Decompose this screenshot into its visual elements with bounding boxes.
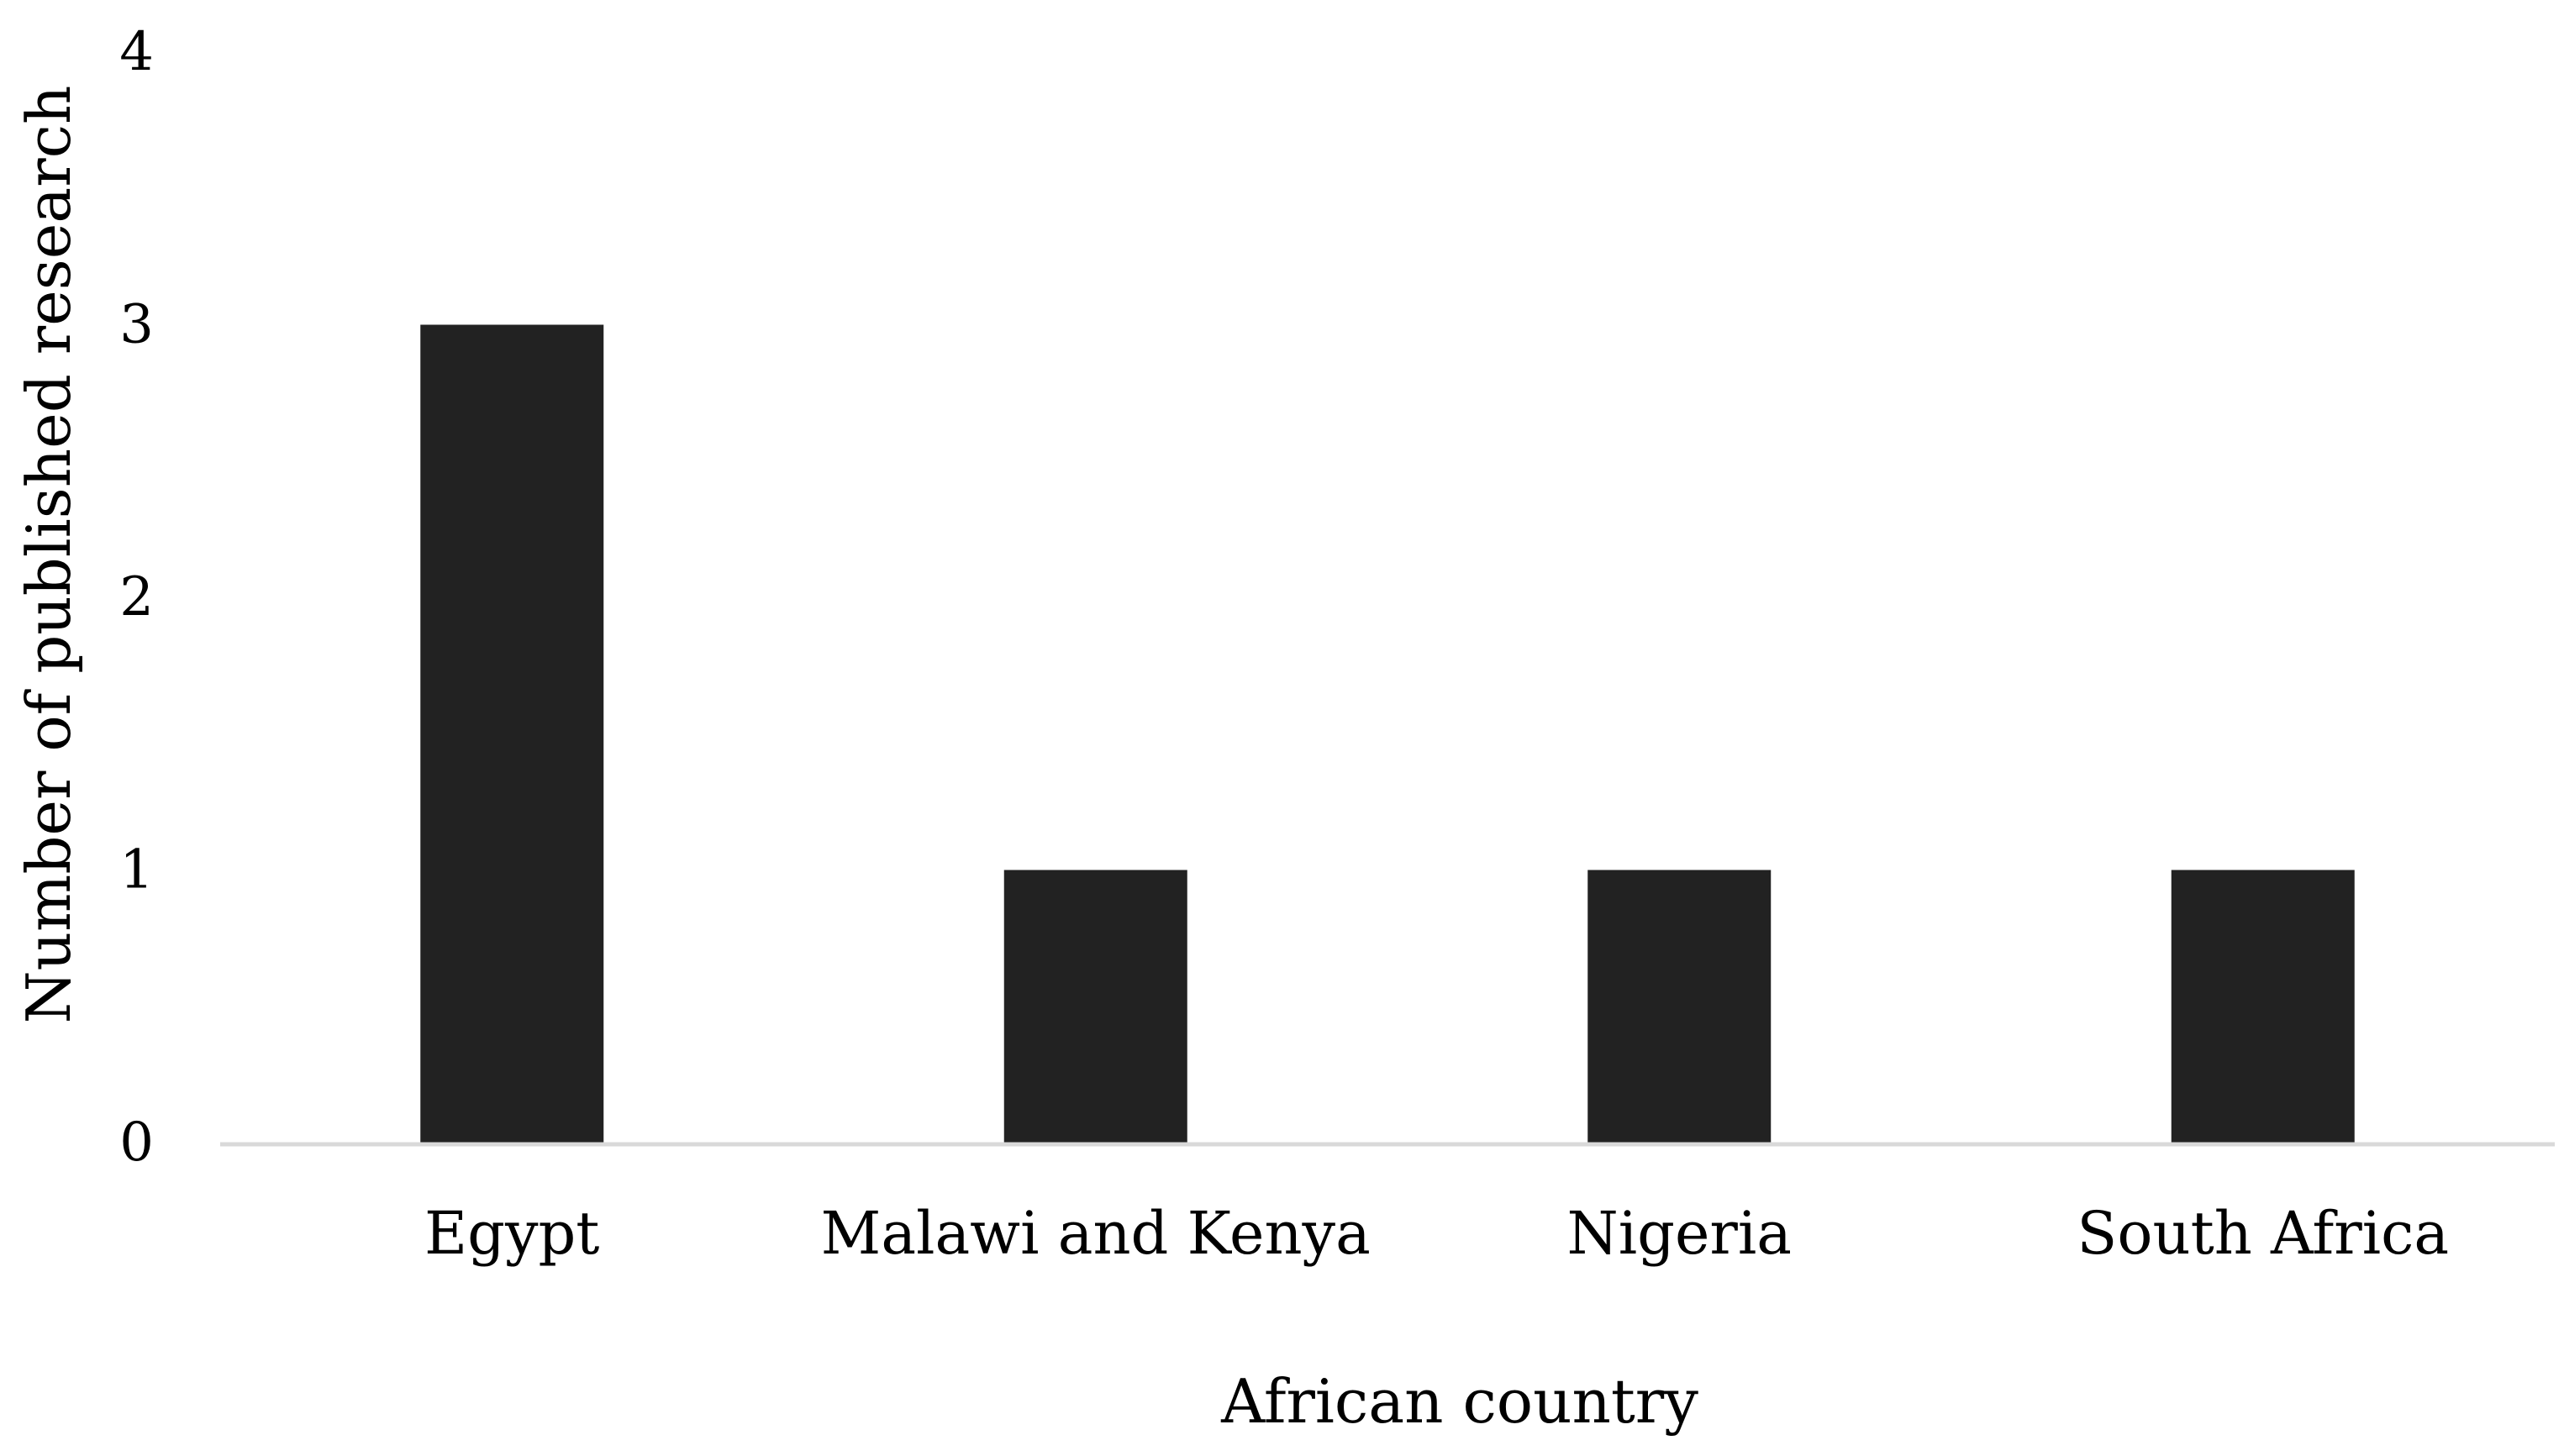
- y-axis-ticks: 0 1 2 3 4: [119, 21, 154, 1174]
- bar-south-africa: [2171, 870, 2355, 1143]
- bar-nigeria: [1587, 870, 1772, 1143]
- bars: [420, 324, 2355, 1143]
- x-axis-title: African country: [1220, 1366, 1698, 1437]
- y-tick-label: 2: [119, 566, 154, 628]
- y-axis-title: Number of published research: [13, 86, 84, 1024]
- y-tick-label: 4: [119, 21, 154, 83]
- x-category-label: Nigeria: [1567, 1199, 1792, 1268]
- y-tick-label: 0: [119, 1112, 154, 1174]
- x-category-label: Malawi and Kenya: [821, 1199, 1371, 1268]
- x-category-label: South Africa: [2077, 1199, 2449, 1268]
- bar-egypt: [420, 324, 604, 1143]
- y-tick-label: 3: [119, 294, 154, 356]
- bar-malawi-and-kenya: [1003, 870, 1187, 1143]
- x-axis-categories: Egypt Malawi and Kenya Nigeria South Africa: [424, 1199, 2449, 1268]
- y-tick-label: 1: [119, 839, 154, 901]
- x-category-label: Egypt: [424, 1199, 599, 1268]
